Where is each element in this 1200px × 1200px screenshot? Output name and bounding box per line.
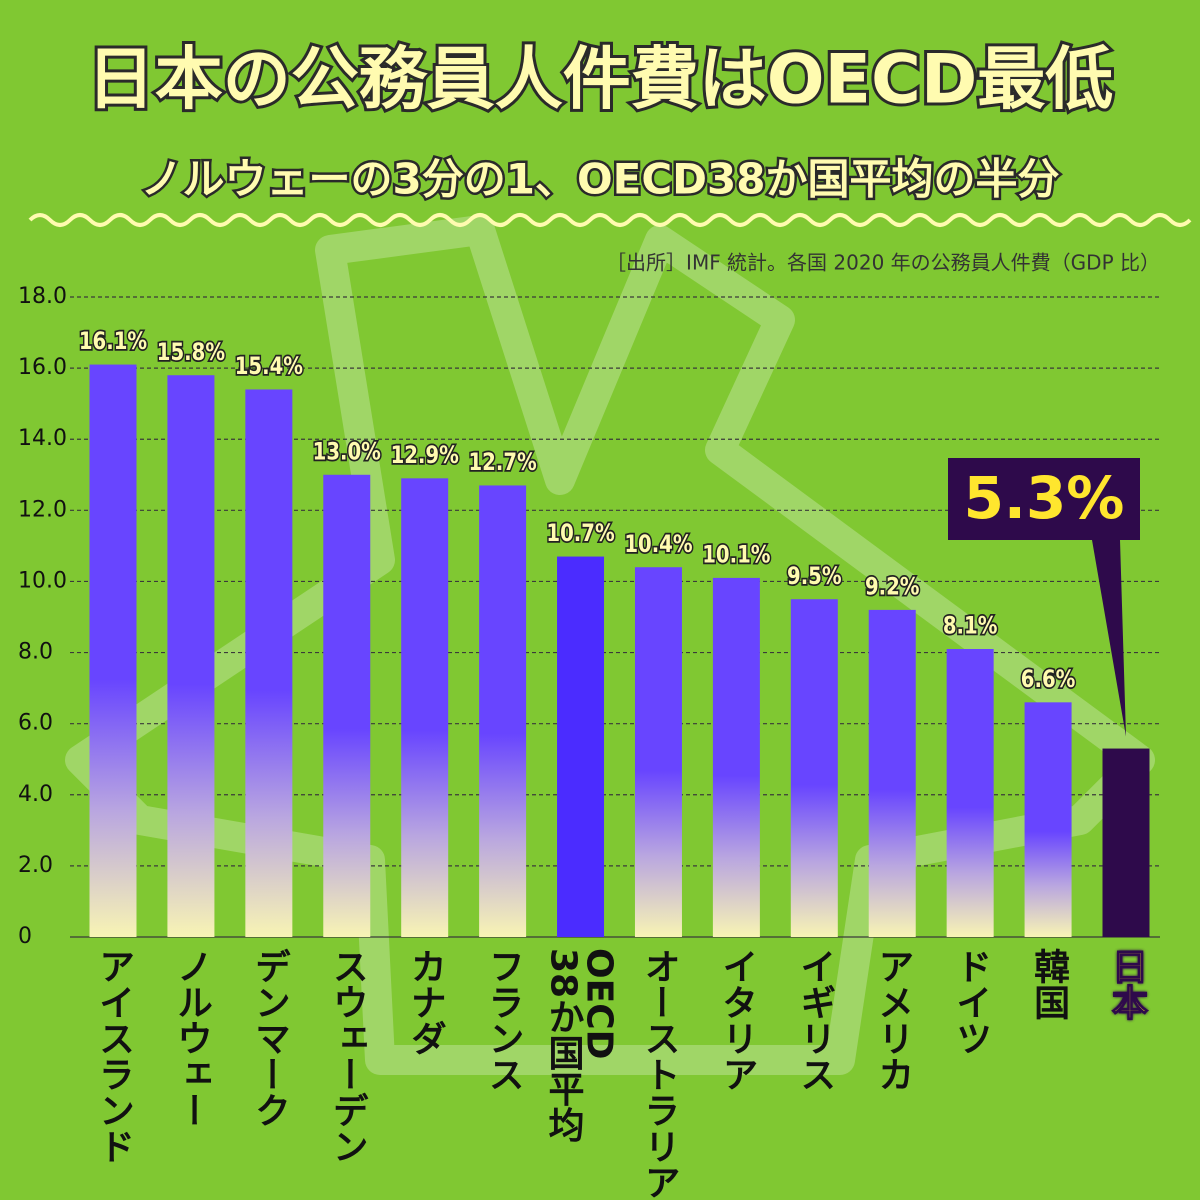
bar <box>790 599 838 937</box>
value-label: 13.0% <box>313 439 381 466</box>
y-tick-label: 2.0 <box>18 853 53 878</box>
callout-box <box>948 458 1140 737</box>
x-tick-label: アイスランド <box>93 948 134 1164</box>
x-tick-label: ドイツ <box>950 948 992 1056</box>
y-tick-label: 10.0 <box>18 568 67 593</box>
value-label: 15.8% <box>157 339 225 366</box>
bar <box>323 474 371 937</box>
bar <box>634 567 682 937</box>
y-tick-label: 8.0 <box>18 640 53 665</box>
bar <box>557 556 605 937</box>
x-tick-label: フランス <box>482 948 524 1092</box>
x-tick-label: デンマーク <box>248 948 290 1128</box>
y-tick-label: 0 <box>18 924 32 949</box>
chart-title: 日本の公務員人件費はOECD最低 <box>87 41 1114 120</box>
bar <box>1024 702 1072 937</box>
value-label: 9.5% <box>787 563 842 590</box>
value-label: 6.6% <box>1021 666 1076 693</box>
bar <box>1102 748 1150 937</box>
bar <box>712 577 760 937</box>
y-tick-label: 18.0 <box>18 284 67 309</box>
x-tick-label: イタリア <box>716 948 758 1092</box>
y-tick-label: 6.0 <box>18 711 53 736</box>
source-note: ［出所］IMF 統計。各国 2020 年の公務員人件費（GDP 比） <box>606 251 1160 275</box>
x-tick-label: オーストラリア <box>638 948 680 1200</box>
x-tick-label: 日本 <box>1105 947 1148 1021</box>
x-tick-label: ノルウェー <box>170 948 212 1128</box>
value-label: 9.2% <box>865 574 920 601</box>
bar <box>946 649 994 937</box>
value-label: 10.1% <box>702 542 770 569</box>
bar <box>868 609 916 937</box>
value-label: 10.7% <box>546 520 614 547</box>
value-label: 8.1% <box>943 613 998 640</box>
value-label: 12.7% <box>468 449 536 476</box>
bar <box>89 364 137 937</box>
y-tick-label: 16.0 <box>18 355 67 380</box>
value-label: 12.9% <box>391 442 459 469</box>
bar <box>479 485 527 937</box>
y-tick-label: 14.0 <box>18 426 67 451</box>
bar <box>167 375 215 937</box>
bar <box>245 389 293 937</box>
value-label: 5.3% <box>964 464 1125 532</box>
wave-divider <box>28 213 1192 227</box>
chart-subtitle: ノルウェーの3分の1、OECD38か国平均の半分 <box>141 155 1060 204</box>
bar <box>401 478 449 937</box>
x-tick-label: カナダ <box>404 948 446 1056</box>
x-tick-label: イギリス <box>794 948 836 1092</box>
x-tick-label: スウェーデン <box>326 948 368 1164</box>
value-label: 16.1% <box>79 328 147 355</box>
x-tick-label: 韓国 <box>1028 948 1070 1020</box>
value-label: 15.4% <box>235 353 303 380</box>
value-label: 10.4% <box>624 531 692 558</box>
x-tick-label: OECD 38か国平均 <box>542 948 620 1143</box>
y-tick-label: 12.0 <box>18 497 67 522</box>
x-tick-label: アメリカ <box>872 948 914 1092</box>
y-tick-label: 4.0 <box>18 782 53 807</box>
